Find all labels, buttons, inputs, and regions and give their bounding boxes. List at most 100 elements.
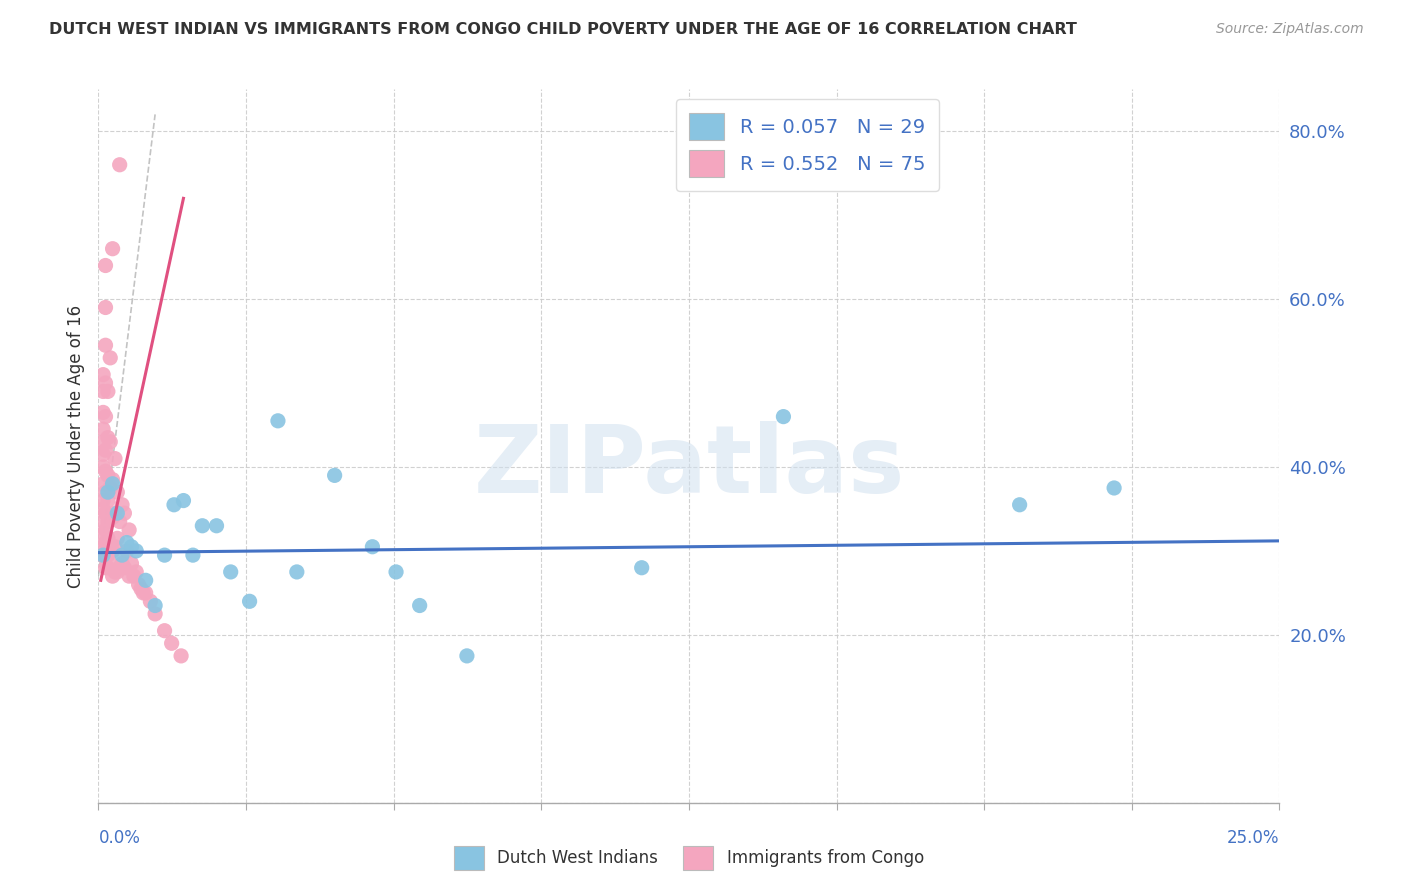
Point: [91, 368, 114, 382]
Point: [105, 506, 128, 520]
Point: [139, 594, 162, 608]
Point: [105, 532, 128, 546]
Point: [101, 242, 124, 256]
Point: [172, 493, 194, 508]
Point: [94, 301, 117, 315]
Point: [94, 560, 117, 574]
Text: 0.0%: 0.0%: [98, 829, 141, 847]
Point: [118, 569, 141, 583]
Point: [91, 460, 114, 475]
Point: [98, 540, 121, 554]
Point: [143, 599, 166, 613]
Point: [97, 515, 120, 529]
Point: [91, 476, 114, 491]
Point: [153, 548, 176, 562]
Point: [94, 338, 117, 352]
Text: Source: ZipAtlas.com: Source: ZipAtlas.com: [1216, 22, 1364, 37]
Point: [91, 422, 114, 436]
Point: [104, 451, 127, 466]
Point: [97, 532, 120, 546]
Point: [98, 351, 121, 365]
Point: [91, 447, 114, 461]
Point: [385, 565, 408, 579]
Point: [630, 560, 652, 574]
Point: [132, 586, 155, 600]
Point: [104, 540, 127, 554]
Point: [94, 506, 117, 520]
Point: [94, 409, 117, 424]
Point: [772, 409, 794, 424]
Point: [121, 540, 143, 554]
Point: [101, 569, 124, 583]
Point: [108, 515, 131, 529]
Point: [135, 574, 157, 588]
Point: [1102, 481, 1125, 495]
Point: [118, 523, 141, 537]
Point: [101, 473, 124, 487]
Point: [91, 384, 114, 399]
Point: [456, 648, 478, 663]
Text: DUTCH WEST INDIAN VS IMMIGRANTS FROM CONGO CHILD POVERTY UNDER THE AGE OF 16 COR: DUTCH WEST INDIAN VS IMMIGRANTS FROM CON…: [49, 22, 1077, 37]
Point: [97, 493, 120, 508]
Point: [115, 535, 138, 549]
Point: [122, 569, 145, 583]
Point: [94, 443, 117, 458]
Point: [267, 414, 290, 428]
Point: [104, 506, 127, 520]
Point: [104, 565, 127, 579]
Point: [111, 548, 134, 562]
Text: ZIPatlas: ZIPatlas: [474, 421, 904, 514]
Point: [101, 510, 124, 524]
Point: [105, 565, 128, 579]
Point: [98, 510, 121, 524]
Point: [91, 548, 114, 562]
Point: [94, 523, 117, 537]
Point: [94, 548, 117, 562]
Point: [94, 259, 117, 273]
Point: [94, 485, 117, 500]
Point: [135, 586, 157, 600]
Point: [115, 544, 138, 558]
Point: [91, 540, 114, 554]
Point: [323, 468, 346, 483]
Point: [101, 476, 124, 491]
Point: [170, 648, 193, 663]
Point: [160, 636, 183, 650]
Point: [94, 535, 117, 549]
Point: [91, 405, 114, 419]
Point: [98, 434, 121, 449]
Point: [125, 565, 148, 579]
Point: [163, 498, 186, 512]
Y-axis label: Child Poverty Under the Age of 16: Child Poverty Under the Age of 16: [66, 304, 84, 588]
Point: [285, 565, 308, 579]
Point: [91, 502, 114, 516]
Point: [111, 557, 134, 571]
Point: [153, 624, 176, 638]
Point: [98, 481, 121, 495]
Point: [91, 548, 114, 562]
Point: [91, 527, 114, 541]
Legend: Dutch West Indians, Immigrants from Congo: Dutch West Indians, Immigrants from Cong…: [447, 839, 931, 877]
Point: [219, 565, 242, 579]
Point: [205, 518, 228, 533]
Point: [98, 557, 121, 571]
Point: [97, 384, 120, 399]
Point: [105, 485, 128, 500]
Point: [108, 158, 131, 172]
Point: [112, 506, 135, 520]
Point: [1008, 498, 1031, 512]
Point: [112, 560, 135, 574]
Point: [97, 560, 120, 574]
Point: [91, 434, 114, 449]
Point: [94, 376, 117, 390]
Point: [239, 594, 262, 608]
Point: [101, 544, 124, 558]
Point: [191, 518, 214, 533]
Point: [111, 498, 134, 512]
Point: [97, 548, 120, 562]
Point: [91, 493, 114, 508]
Point: [121, 557, 143, 571]
Text: 25.0%: 25.0%: [1227, 829, 1279, 847]
Point: [94, 464, 117, 478]
Point: [91, 515, 114, 529]
